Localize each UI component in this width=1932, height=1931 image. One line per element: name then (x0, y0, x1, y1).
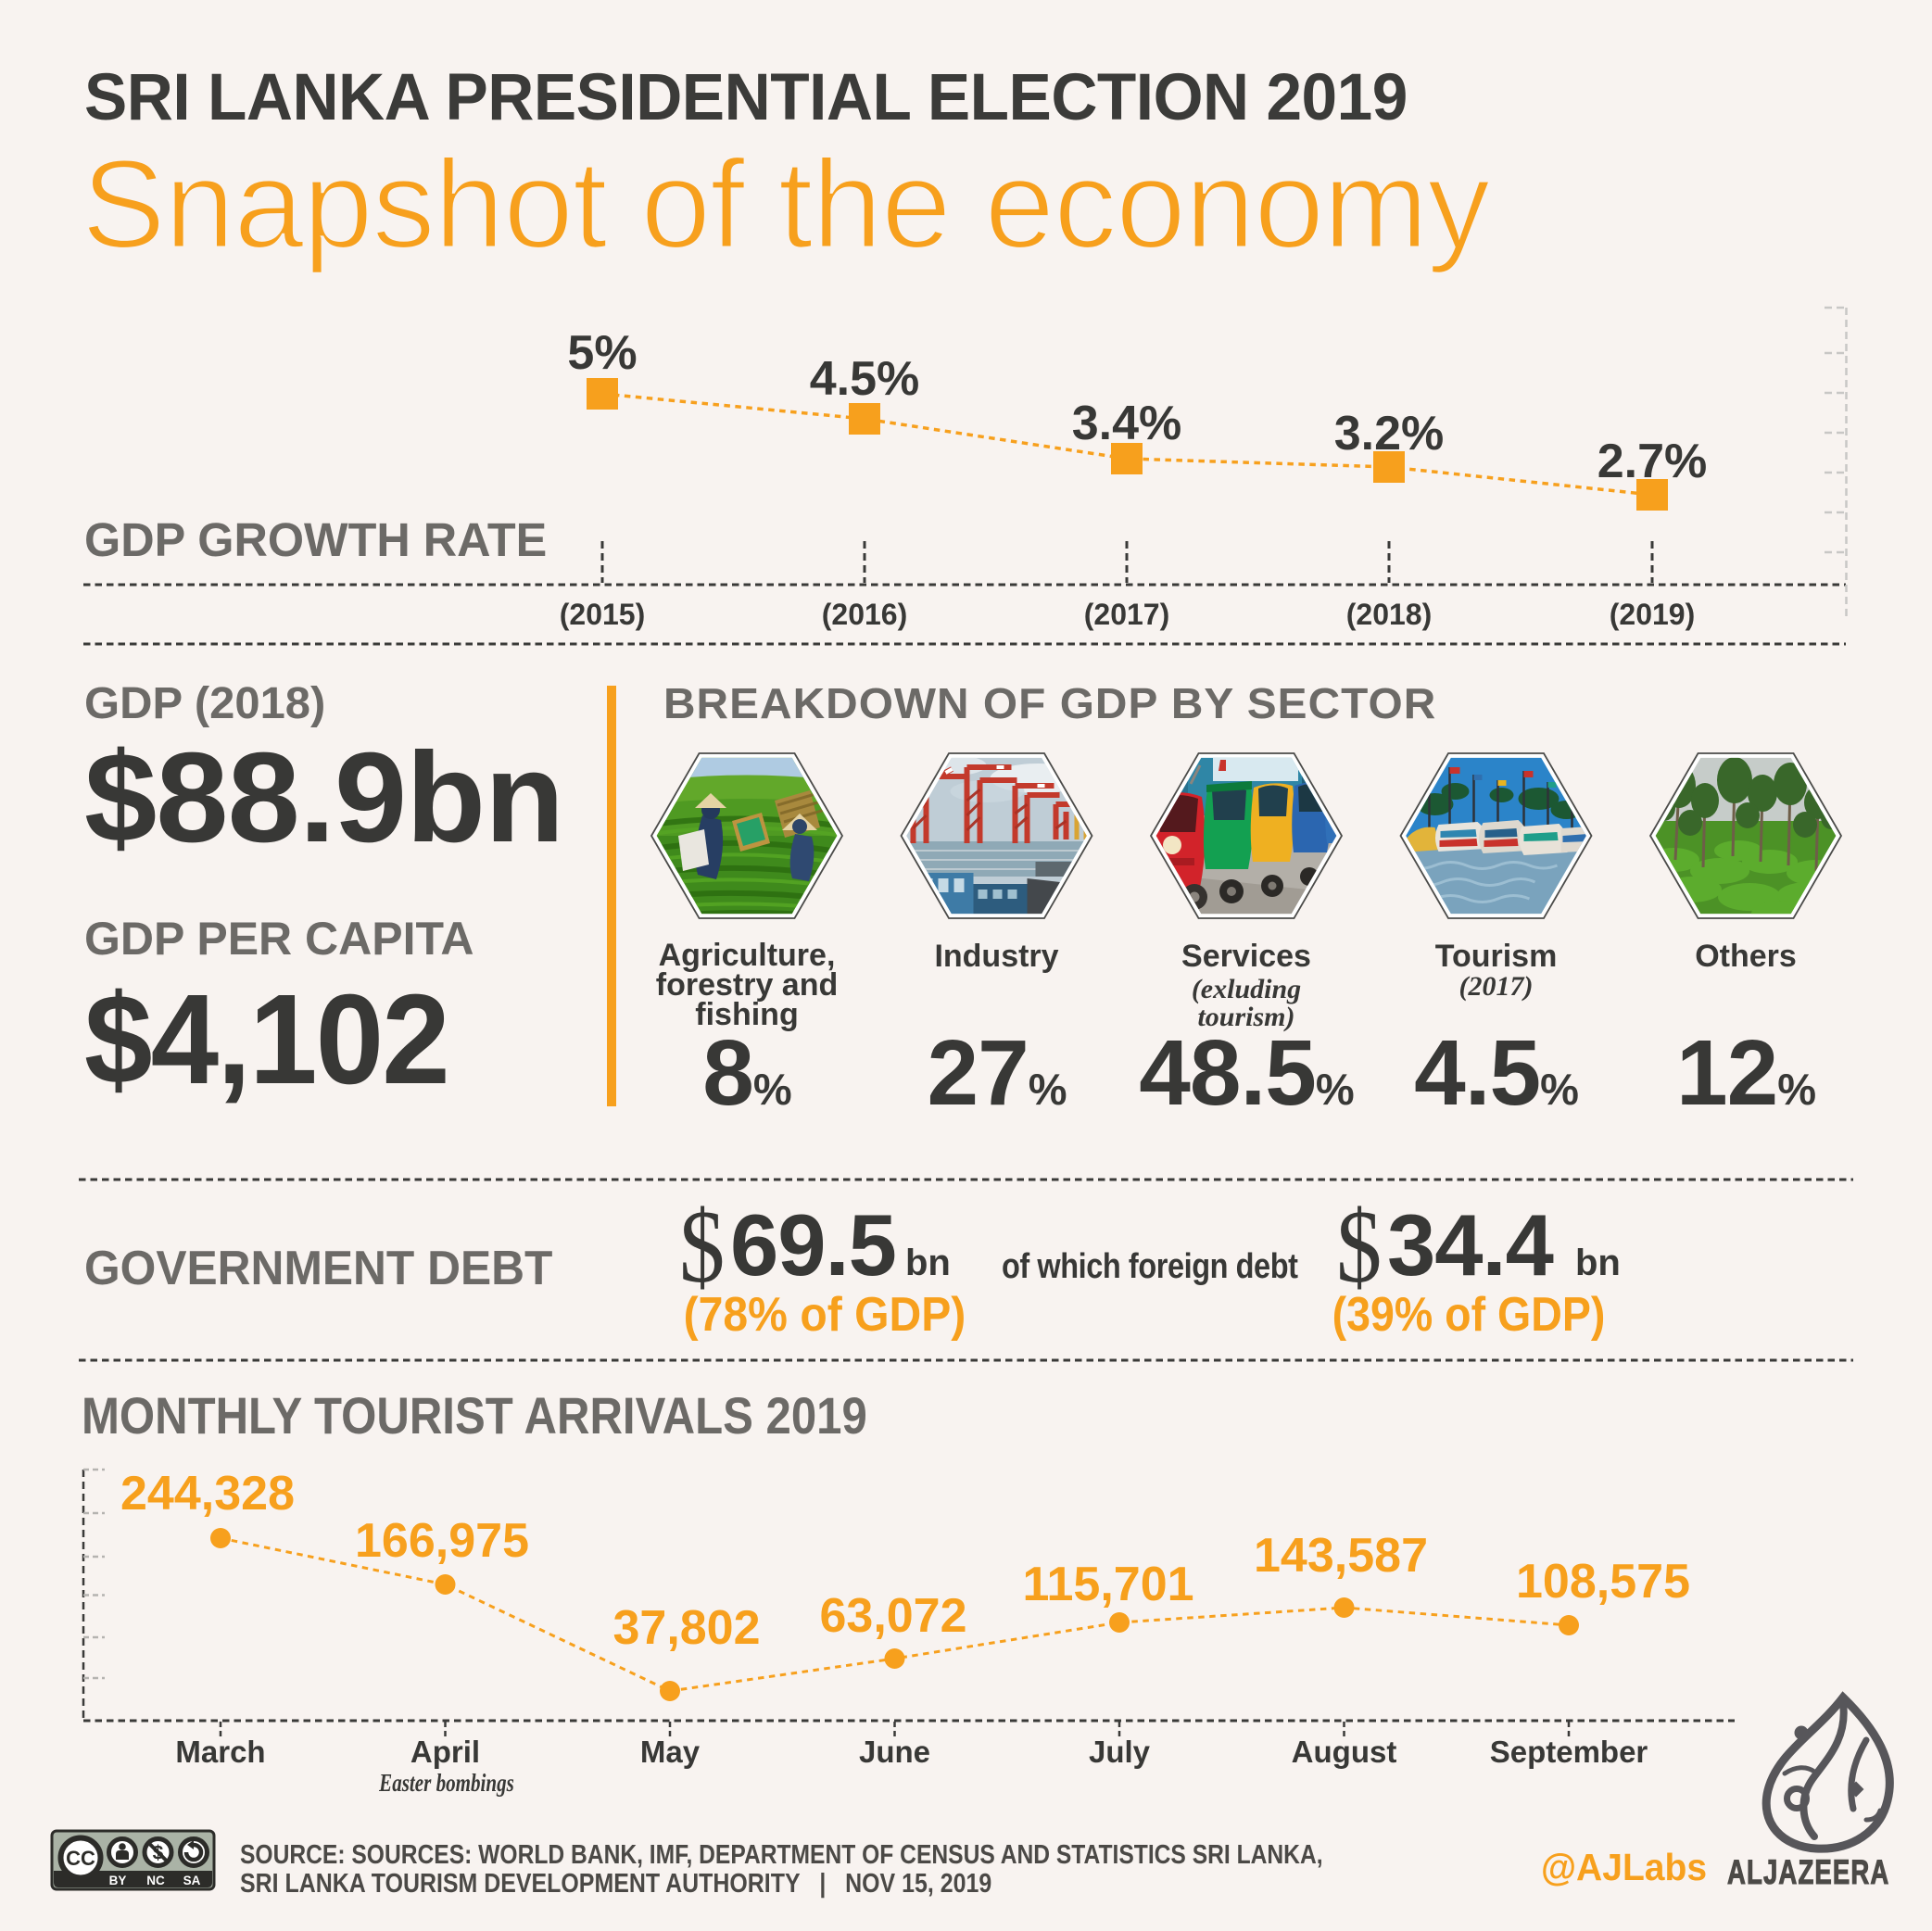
svg-text:CC: CC (66, 1847, 95, 1870)
svg-text:SA: SA (183, 1874, 201, 1887)
svg-text:BY: BY (109, 1874, 127, 1887)
svg-text:NC: NC (146, 1874, 165, 1887)
